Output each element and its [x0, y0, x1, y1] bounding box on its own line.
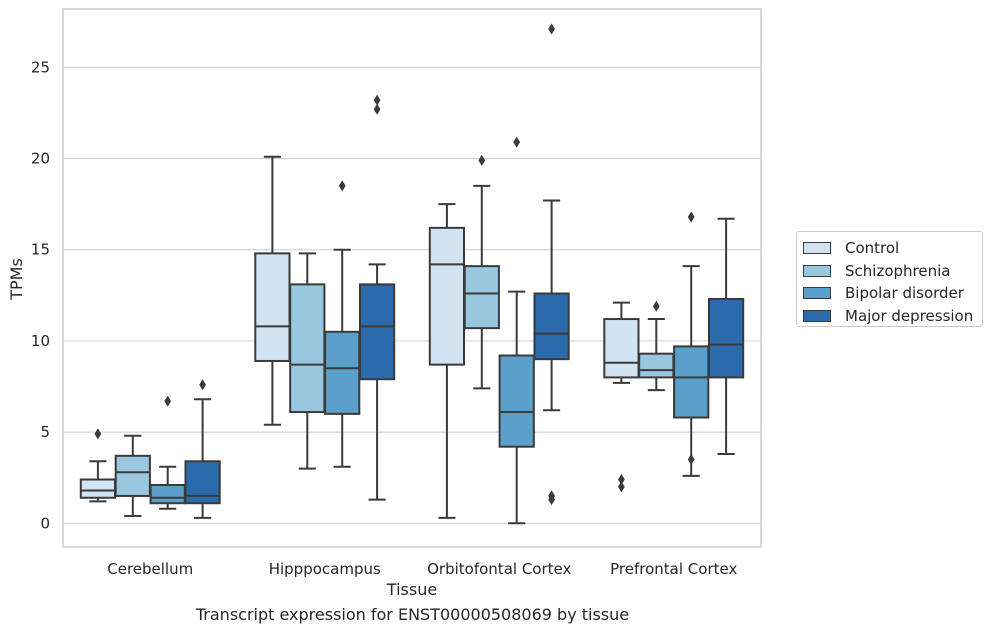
outlier-point: [338, 180, 346, 192]
box-iqr: [289, 283, 326, 414]
box-iqr: [463, 265, 500, 330]
outlier-point: [618, 474, 625, 486]
y-axis-label: TPMs: [7, 258, 26, 301]
box-iqr: [149, 483, 186, 505]
outlier-point: [687, 211, 695, 223]
legend-swatch-bipolar-disorder: [803, 287, 831, 300]
y-tick-label: 25: [31, 58, 50, 76]
series-control: [79, 155, 640, 519]
series-schizophrenia: [114, 154, 675, 517]
box-iqr: [184, 460, 221, 505]
y-tick-labels: 0 5 10 15 20 25: [31, 58, 50, 532]
outlier-point: [373, 94, 381, 106]
outlier-point: [618, 481, 625, 493]
plot-frame: [62, 8, 762, 548]
outlier-point: [652, 300, 660, 312]
box-control: [79, 428, 117, 503]
x-tick-label: Hipppocampus: [269, 560, 381, 578]
box-control: [428, 203, 466, 519]
box-iqr: [428, 226, 466, 366]
legend-item-control: Control: [803, 237, 982, 260]
box-iqr: [79, 478, 117, 499]
legend-item-major-depression: Major depression: [803, 305, 982, 328]
box-major-depression: [533, 23, 570, 506]
box-iqr: [533, 292, 570, 361]
box-bipolar-disorder: [498, 136, 535, 525]
x-tick-label: Cerebellum: [107, 560, 193, 578]
box-iqr: [707, 297, 745, 379]
outlier-point: [687, 453, 695, 465]
outlier-point: [199, 379, 206, 391]
box-major-depression: [184, 379, 221, 519]
legend-label-major-depression: Major depression: [845, 306, 974, 325]
box-bipolar-disorder: [149, 395, 186, 510]
box-major-depression: [707, 217, 745, 455]
legend: Control Schizophrenia Bipolar disorder M…: [796, 231, 983, 327]
box-iqr: [358, 283, 396, 381]
box-schizophrenia: [289, 252, 326, 470]
box-schizophrenia: [638, 300, 675, 392]
outlier-point: [478, 154, 486, 166]
x-axis-label: Tissue: [386, 580, 437, 599]
box-iqr: [498, 354, 535, 448]
box-iqr: [324, 330, 361, 415]
chart-caption: Transcript expression for ENST0000050806…: [195, 605, 630, 624]
x-tick-label: Orbitofontal Cortex: [427, 560, 571, 578]
legend-label-bipolar-disorder: Bipolar disorder: [845, 284, 964, 303]
outlier-point: [548, 23, 555, 35]
box-major-depression: [358, 94, 396, 501]
outlier-point: [94, 428, 102, 440]
legend-item-bipolar-disorder: Bipolar disorder: [803, 282, 982, 305]
series-major-depression: [184, 23, 745, 519]
box-schizophrenia: [114, 434, 151, 517]
box-iqr: [673, 345, 710, 419]
gridlines: [63, 66, 761, 524]
outlier-point: [373, 103, 381, 115]
box-iqr: [603, 318, 640, 379]
outlier-point: [164, 395, 172, 407]
box-schizophrenia: [463, 154, 500, 390]
x-tick-label: Prefrontal Cortex: [610, 560, 737, 578]
box-control: [254, 155, 291, 426]
outlier-point: [548, 490, 555, 502]
y-tick-label: 10: [31, 332, 50, 350]
legend-item-schizophrenia: Schizophrenia: [803, 260, 982, 283]
y-tick-label: 20: [31, 150, 50, 168]
legend-swatch-control: [803, 242, 831, 255]
box-series: [79, 23, 745, 525]
y-tick-label: 5: [40, 423, 50, 441]
box-iqr: [638, 352, 675, 379]
box-iqr: [114, 454, 151, 497]
box-control: [603, 301, 640, 493]
legend-label-control: Control: [845, 239, 900, 258]
x-tick-labels: Cerebellum Hipppocampus Orbitofontal Corte…: [107, 560, 737, 578]
y-tick-label: 15: [31, 241, 50, 259]
legend-label-schizophrenia: Schizophrenia: [845, 261, 951, 280]
box-bipolar-disorder: [324, 180, 361, 468]
legend-swatch-major-depression: [803, 309, 831, 322]
box-iqr: [254, 252, 291, 362]
legend-swatch-schizophrenia: [803, 264, 831, 277]
outlier-point: [513, 136, 521, 148]
series-bipolar-disorder: [149, 136, 710, 525]
box-bipolar-disorder: [673, 211, 710, 477]
y-tick-label: 0: [40, 514, 50, 532]
